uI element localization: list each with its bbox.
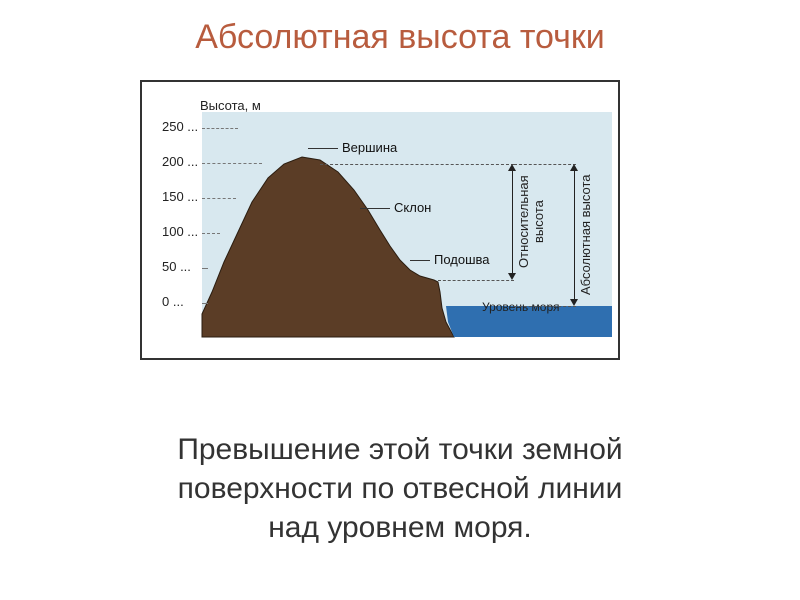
y-tick: 0 ...	[162, 294, 184, 309]
measure-arrow-line	[512, 168, 513, 276]
caption: Превышение этой точки земной поверхности…	[0, 430, 800, 547]
guide-dash	[202, 233, 220, 234]
callout-peak: Вершина	[342, 140, 397, 155]
title-text: Абсолютная высота точки	[195, 18, 605, 56]
sea-level-label: Уровень моря	[482, 300, 560, 314]
guide-dash	[202, 268, 208, 269]
measure-arrow-line	[574, 168, 575, 302]
guide-dash	[202, 198, 236, 199]
caption-line1: Превышение этой точки земной	[177, 433, 622, 466]
relative-height-label: Относительная высота	[516, 164, 546, 280]
callout-slope: Склон	[394, 200, 431, 215]
guide-dash	[202, 128, 238, 129]
y-tick: 100 ...	[162, 224, 198, 239]
measure-dash	[320, 164, 514, 165]
y-tick: 150 ...	[162, 189, 198, 204]
leader-foot	[410, 260, 430, 261]
absolute-height-label: Абсолютная высота	[578, 164, 593, 306]
y-tick: 200 ...	[162, 154, 198, 169]
measure-dash	[438, 280, 514, 281]
arrow-cap-up	[570, 164, 578, 171]
arrow-cap-down	[508, 273, 516, 280]
y-axis-label: Высота, м	[200, 98, 261, 113]
y-tick: 250 ...	[162, 119, 198, 134]
leader-slope	[360, 208, 390, 209]
guide-dash	[202, 163, 262, 164]
caption-line3: над уровнем моря.	[268, 511, 532, 544]
leader-peak	[308, 148, 338, 149]
arrow-cap-up	[508, 164, 516, 171]
measure-dash	[514, 306, 576, 307]
diagram-svg	[142, 82, 622, 362]
arrow-cap-down	[570, 299, 578, 306]
diagram-container: Высота, м 250 ... 200 ... 150 ... 100 ... 50…	[140, 80, 620, 360]
callout-foot: Подошва	[434, 252, 490, 267]
y-tick: 50 ...	[162, 259, 191, 274]
caption-line2: поверхности по отвесной линии	[178, 472, 623, 505]
guide-dash	[202, 303, 208, 304]
page-title: Абсолютная высота точки	[0, 0, 800, 57]
